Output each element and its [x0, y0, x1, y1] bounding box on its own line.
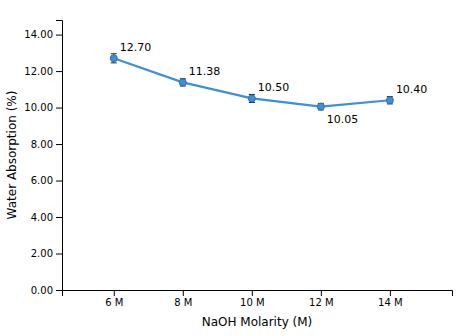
- y-axis-line: [56, 21, 63, 291]
- x-tick-label: 6 M: [105, 297, 123, 308]
- marks: [110, 54, 393, 110]
- data-label: 10.50: [258, 81, 290, 94]
- y-tick-mark: [56, 254, 62, 255]
- y-tick-label: 0.00: [31, 285, 53, 296]
- y-tick-label: 6.00: [31, 175, 53, 186]
- y-tick-label: 4.00: [31, 212, 53, 223]
- error-bar: [318, 103, 324, 110]
- y-tick-mark: [56, 290, 62, 291]
- error-bar: [180, 79, 186, 86]
- data-label: 10.05: [327, 113, 359, 126]
- x-axis: 6 M 8 M 10 M 12 M 14 M: [63, 290, 453, 308]
- line: [114, 58, 390, 106]
- y-tick: 6.00: [31, 175, 62, 186]
- x-axis-title: NaOH Molarity (M): [202, 315, 313, 329]
- y-tick-label: 14.00: [24, 29, 53, 40]
- plot-area: 6 M 8 M 10 M 12 M 14 M 0.00 2.00 4.00 6.00 8.00 10…: [24, 21, 452, 309]
- marker: [110, 55, 117, 62]
- y-tick-label: 8.00: [31, 139, 53, 150]
- x-tick: 8 M: [174, 290, 192, 308]
- x-tick-mark: [183, 290, 184, 296]
- y-tick: 10.00: [24, 102, 62, 113]
- data-label: 10.40: [396, 83, 428, 96]
- y-tick: 8.00: [31, 139, 62, 150]
- data-labels: 12.70 11.38 10.50 10.05 10.40: [120, 41, 428, 125]
- y-tick-mark: [56, 144, 62, 145]
- y-tick-mark: [56, 35, 62, 36]
- y-tick-label: 12.00: [24, 66, 53, 77]
- x-tick: 6 M: [105, 290, 123, 308]
- x-tick-label: 8 M: [174, 297, 192, 308]
- y-tick-label: 10.00: [24, 102, 53, 113]
- x-tick-mark: [321, 290, 322, 296]
- x-tick: 14 M: [378, 290, 403, 308]
- y-tick: 14.00: [24, 29, 62, 40]
- y-axis: 0.00 2.00 4.00 6.00 8.00 10.00 12.00 14.00: [24, 21, 62, 296]
- error-bar: [387, 97, 393, 104]
- y-tick: 12.00: [24, 66, 62, 77]
- y-tick-mark: [56, 181, 62, 182]
- y-tick: 4.00: [31, 212, 62, 223]
- y-tick-mark: [56, 71, 62, 72]
- error-bar: [111, 54, 117, 63]
- marker: [317, 103, 324, 110]
- marker: [248, 95, 255, 102]
- y-tick: 0.00: [31, 285, 62, 296]
- y-axis-title: Water Absorption (%): [5, 91, 19, 220]
- x-tick-mark: [114, 290, 115, 296]
- x-tick-label: 10 M: [240, 297, 265, 308]
- chart: 6 M 8 M 10 M 12 M 14 M 0.00 2.00 4.00 6.00 8.00 10…: [0, 0, 474, 336]
- x-tick-label: 12 M: [309, 297, 334, 308]
- x-tick-mark: [252, 290, 253, 296]
- x-tick: 10 M: [240, 290, 265, 308]
- x-tick-mark: [390, 290, 391, 296]
- x-tick-label: 14 M: [378, 297, 403, 308]
- markers: [110, 55, 393, 110]
- x-axis-line: [63, 291, 453, 297]
- error-bar-cap: [111, 62, 117, 63]
- error-bars: [111, 54, 393, 110]
- y-tick-mark: [56, 108, 62, 109]
- y-tick-label: 2.00: [31, 248, 53, 259]
- data-label: 11.38: [189, 65, 221, 78]
- marker: [386, 97, 393, 104]
- error-bar: [249, 94, 255, 102]
- error-bar-cap: [111, 53, 117, 54]
- y-tick-mark: [56, 217, 62, 218]
- marker: [179, 79, 186, 86]
- x-tick: 12 M: [309, 290, 334, 308]
- y-tick: 2.00: [31, 248, 62, 259]
- data-label: 12.70: [120, 41, 152, 54]
